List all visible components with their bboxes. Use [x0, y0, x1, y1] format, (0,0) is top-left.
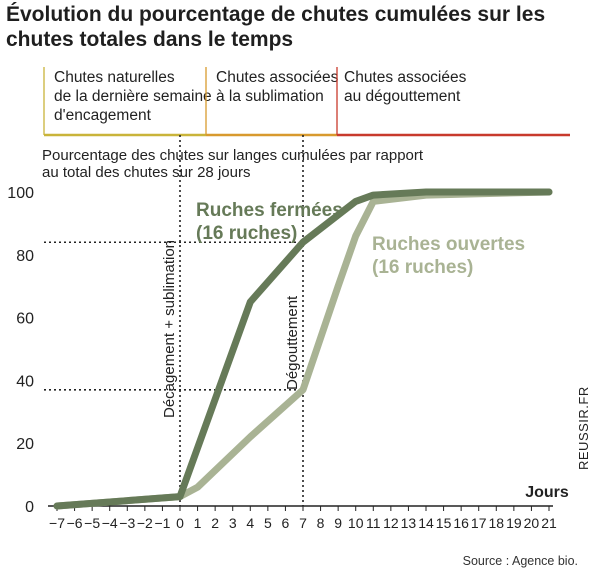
x-tick-label: 1 [194, 515, 202, 531]
x-tick-label: −1 [154, 515, 170, 531]
x-tick-label: −3 [119, 515, 135, 531]
x-tick-label: 0 [176, 515, 184, 531]
x-tick-label: 19 [506, 515, 522, 531]
x-tick-label: 21 [541, 515, 557, 531]
y-tick-label: 80 [16, 248, 34, 265]
x-tick-label: −2 [137, 515, 153, 531]
x-tick-label: 17 [471, 515, 487, 531]
chart-title: Évolution du pourcentage de chutes cumul… [6, 3, 546, 51]
x-tick-label: 6 [282, 515, 290, 531]
y-tick-label: 100 [7, 185, 34, 202]
x-tick-label: 15 [436, 515, 452, 531]
y-tick-label: 0 [25, 499, 34, 516]
x-tick-label: −5 [84, 515, 100, 531]
x-tick-label: 16 [453, 515, 469, 531]
phase-label-degouttement: Chutes associées au dégouttement [344, 69, 467, 105]
phase-label-natural: Chutes naturelles de la dernière semaine… [54, 69, 212, 124]
source-note: Source : Agence bio. [462, 554, 578, 568]
y-tick-label: 40 [16, 373, 34, 390]
y-tick-label: 20 [16, 436, 34, 453]
x-tick-label: 11 [366, 515, 381, 531]
credit-label: REUSSIR.FR [576, 386, 591, 470]
phase-label-sublimation: Chutes associées à la sublimation [216, 69, 339, 105]
series-line-0 [53, 188, 553, 510]
series-line-1 [53, 188, 553, 510]
x-tick-label: 4 [246, 515, 254, 531]
series-label-0: Ruches fermées [196, 200, 343, 221]
series-label-0: (16 ruches) [196, 223, 297, 244]
x-tick-label: 2 [211, 515, 219, 531]
x-tick-label: 8 [317, 515, 325, 531]
x-tick-label: 10 [348, 515, 364, 531]
y-tick-label: 60 [16, 311, 34, 328]
x-tick-label: 12 [383, 515, 399, 531]
x-tick-label: 9 [334, 515, 342, 531]
x-tick-label: 7 [299, 515, 307, 531]
x-tick-label: −4 [102, 515, 118, 531]
annotation-decagement: Décagement + sublimation [161, 240, 178, 418]
x-tick-label: −7 [49, 515, 65, 531]
chart-subtitle: Pourcentage des chutes sur langes cumulé… [42, 147, 424, 181]
x-tick-label: −6 [67, 515, 83, 531]
x-axis-label: Jours [525, 484, 569, 501]
x-tick-label: 13 [401, 515, 417, 531]
x-tick-label: 14 [418, 515, 434, 531]
series-label-1: (16 ruches) [372, 257, 473, 278]
x-tick-label: 3 [229, 515, 237, 531]
x-tick-label: 18 [488, 515, 504, 531]
annotation-degouttement: Dégouttement [284, 295, 301, 390]
x-tick-label: 5 [264, 515, 272, 531]
x-tick-label: 20 [524, 515, 540, 531]
series-label-1: Ruches ouvertes [372, 234, 525, 255]
